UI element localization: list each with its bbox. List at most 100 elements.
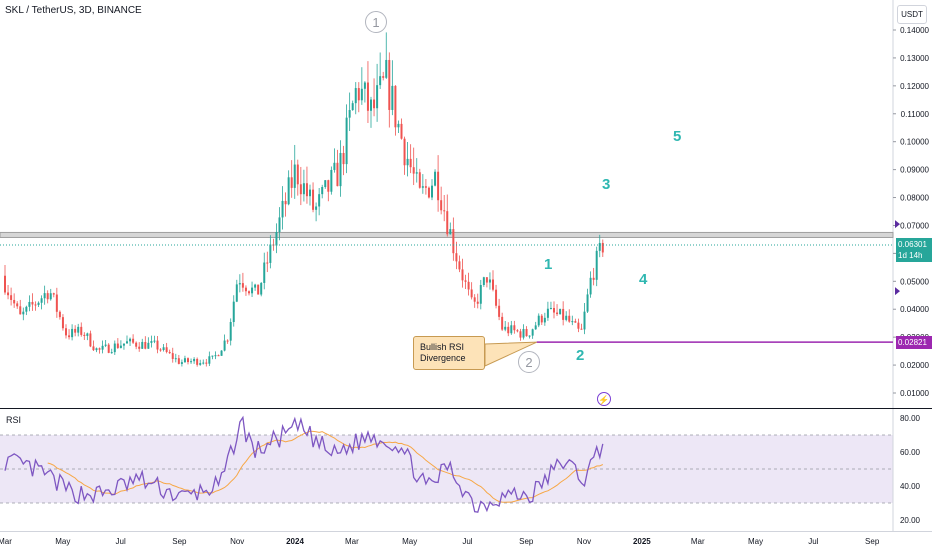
candle-body [80, 326, 83, 335]
symbol-title[interactable]: SKL / TetherUS, 3D, BINANCE [5, 5, 142, 16]
candle-body [531, 329, 534, 336]
time-tick-label: May [402, 537, 417, 546]
time-tick-label: May [748, 537, 763, 546]
candle-body [595, 250, 598, 280]
time-tick-label: Jul [116, 537, 126, 546]
bullish-rsi-divergence-callout[interactable]: Bullish RSI Divergence [413, 336, 485, 370]
candle-body [495, 289, 498, 306]
candle-body [434, 171, 437, 186]
candle-body [510, 325, 513, 334]
candle-body [379, 76, 382, 86]
callout-line-1: Bullish RSI [420, 342, 465, 352]
wave-label-4[interactable]: 4 [639, 271, 648, 288]
candle-body [61, 317, 64, 329]
candle-body [177, 358, 180, 364]
candle-body [318, 194, 321, 207]
time-tick-label: Jul [808, 537, 818, 546]
candle-body [315, 206, 318, 210]
candle-body [113, 343, 116, 353]
candle-body [342, 152, 345, 165]
candle-body [269, 244, 272, 263]
candle-body [65, 328, 67, 336]
candle-body [193, 358, 196, 362]
candle-body [446, 211, 449, 235]
candle-body [266, 262, 269, 264]
price-tick-label: 0.14000 [900, 26, 929, 35]
wave-circle-2[interactable]: 2 [518, 351, 540, 373]
candle-body [275, 232, 278, 246]
candle-body [183, 358, 186, 363]
candle-body [89, 333, 92, 347]
last-price-value: 0.06301 [898, 240, 927, 249]
candle-body [4, 275, 6, 293]
candle-body [162, 347, 165, 351]
candle-body [138, 346, 141, 349]
candle-body [370, 99, 372, 111]
candle-body [351, 103, 354, 111]
candle-body [43, 293, 46, 299]
candle-body [287, 177, 290, 205]
candle-body [299, 184, 302, 195]
candle-body [190, 361, 193, 363]
rsi-tick-label: 60.00 [900, 448, 921, 457]
candle-body [336, 162, 339, 187]
candle-body [305, 183, 308, 197]
alert-bolt-icon[interactable]: ⚡ [597, 392, 611, 406]
candle-body [226, 340, 229, 342]
candle-body [211, 355, 214, 357]
candle-body [302, 183, 305, 195]
candle-body [19, 306, 22, 315]
candle-body [556, 312, 559, 315]
support-price-label: 0.02821 [896, 336, 932, 349]
candle-body [403, 138, 406, 166]
candle-body [244, 287, 247, 292]
candle-body [263, 262, 266, 283]
candle-body [431, 185, 433, 198]
candle-body [333, 162, 336, 170]
candle-body [354, 88, 357, 104]
candle-body [339, 152, 342, 187]
candle-body [437, 171, 440, 201]
wave-label-5[interactable]: 5 [673, 128, 682, 145]
candle-body [68, 335, 71, 338]
candle-body [427, 187, 430, 198]
candle-body [467, 281, 470, 290]
time-tick-label: Sep [172, 537, 187, 546]
candle-body [501, 316, 504, 330]
candle-body [34, 304, 37, 306]
price-axis-marker [895, 220, 900, 229]
candle-body [513, 325, 516, 331]
candle-body [46, 293, 49, 300]
time-tick-label: Mar [345, 537, 359, 546]
rsi-pane-title[interactable]: RSI [6, 415, 22, 425]
wave-label-3[interactable]: 3 [602, 176, 611, 193]
time-tick-label: Jul [462, 537, 472, 546]
candle-body [577, 322, 580, 329]
candle-body [28, 301, 31, 307]
candle-body [440, 200, 443, 211]
candle-body [543, 317, 546, 323]
wave-circle-1[interactable]: 1 [365, 11, 387, 33]
countdown-value: 1d 14h [898, 251, 923, 260]
candle-body [251, 287, 254, 294]
candle-body [424, 186, 427, 188]
callout-pointer [484, 341, 537, 367]
candle-body [110, 352, 113, 354]
candle-body [202, 362, 205, 364]
currency-button[interactable]: USDT [897, 5, 927, 24]
candle-body [376, 85, 379, 109]
candle-body [16, 303, 19, 307]
wave-label-2[interactable]: 2 [576, 347, 585, 364]
price-tick-label: 0.12000 [900, 82, 929, 91]
candle-body [25, 306, 28, 312]
wave-label-1[interactable]: 1 [544, 256, 553, 273]
candle-body [141, 341, 144, 349]
candle-body [400, 123, 403, 139]
candle-body [516, 330, 519, 332]
candle-body [571, 321, 574, 323]
candle-body [187, 358, 189, 363]
candle-body [598, 242, 601, 251]
time-tick-label: Sep [865, 537, 880, 546]
candle-body [549, 307, 552, 309]
